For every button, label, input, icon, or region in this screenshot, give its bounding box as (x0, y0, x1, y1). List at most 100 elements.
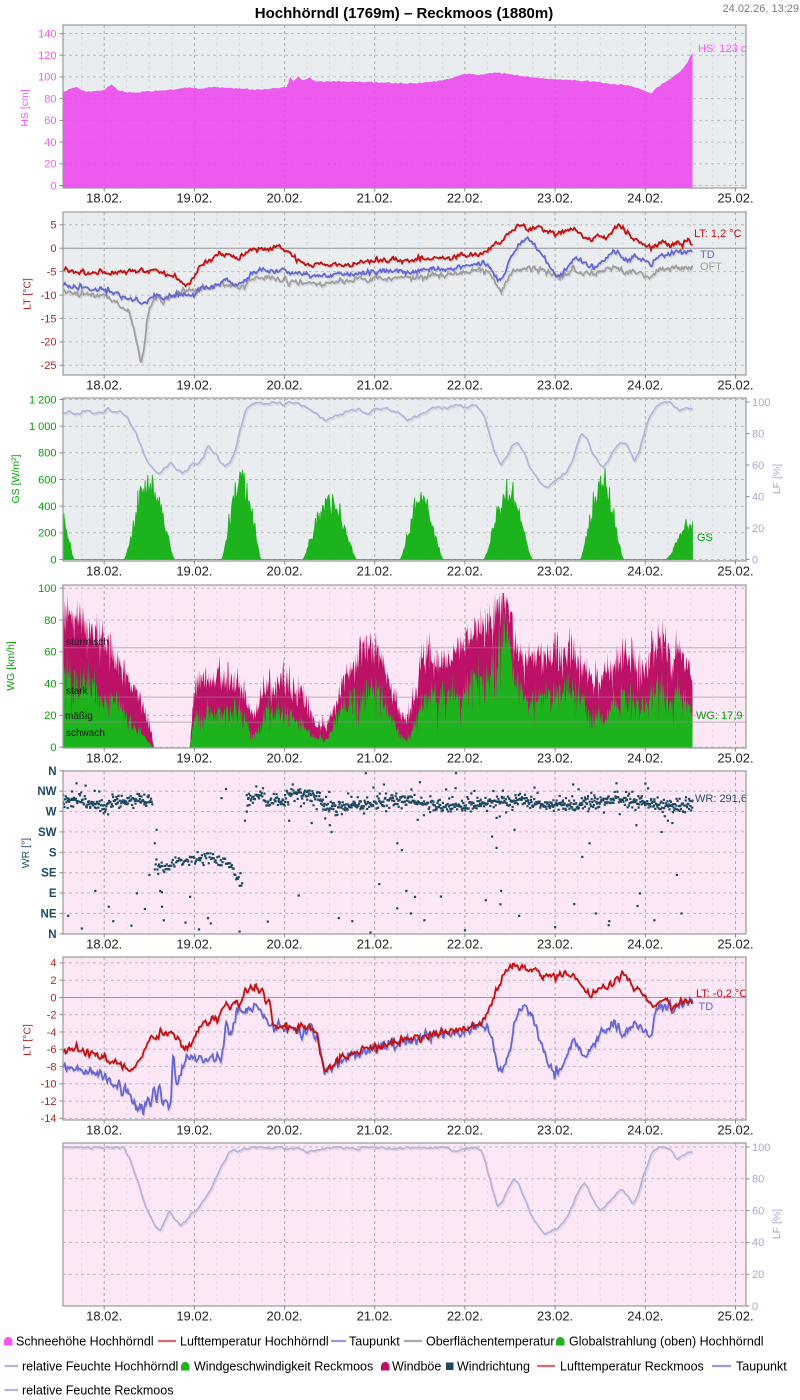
svg-text:0: 0 (752, 554, 758, 566)
svg-text:20.02.: 20.02. (267, 378, 303, 393)
svg-text:0: 0 (50, 180, 56, 192)
svg-text:Taupunkt: Taupunkt (349, 1335, 400, 1349)
svg-text:-4: -4 (47, 1027, 57, 1039)
svg-text:40: 40 (752, 491, 764, 503)
svg-text:23.02.: 23.02. (537, 1309, 573, 1324)
svg-text:25.02.: 25.02. (717, 378, 753, 393)
svg-text:100: 100 (38, 72, 56, 84)
svg-text:60: 60 (44, 115, 56, 127)
svg-text:80: 80 (752, 428, 764, 440)
svg-text:18.02.: 18.02. (86, 937, 122, 952)
svg-text:600: 600 (38, 474, 56, 486)
svg-text:Windböe: Windböe (392, 1360, 441, 1374)
svg-text:-2: -2 (47, 1010, 57, 1022)
svg-text:20: 20 (752, 523, 764, 535)
svg-text:24.02.: 24.02. (627, 564, 663, 579)
svg-text:18.02.: 18.02. (86, 191, 122, 206)
svg-text:20.02.: 20.02. (267, 937, 303, 952)
svg-text:22.02.: 22.02. (447, 1309, 483, 1324)
svg-text:22.02.: 22.02. (447, 378, 483, 393)
svg-text:22.02.: 22.02. (447, 191, 483, 206)
svg-text:21.02.: 21.02. (357, 1123, 393, 1138)
svg-text:SW: SW (38, 827, 57, 839)
svg-text:LT [°C]: LT [°C] (22, 278, 34, 310)
svg-text:22.02.: 22.02. (447, 751, 483, 766)
svg-text:-8: -8 (47, 1061, 57, 1073)
svg-text:18.02.: 18.02. (86, 1123, 122, 1138)
svg-text:NE: NE (41, 908, 57, 920)
svg-text:20.02.: 20.02. (267, 1123, 303, 1138)
svg-text:LT [°C]: LT [°C] (22, 1024, 34, 1056)
svg-text:23.02.: 23.02. (537, 191, 573, 206)
svg-text:TD: TD (700, 249, 715, 261)
svg-text:WR [°]: WR [°] (20, 838, 32, 869)
svg-text:24.02.26, 13:29: 24.02.26, 13:29 (723, 3, 799, 15)
svg-text:Hochhörndl (1769m) – Reckmoos: Hochhörndl (1769m) – Reckmoos (1880m) (255, 5, 553, 22)
svg-text:400: 400 (38, 501, 56, 513)
svg-text:24.02.: 24.02. (627, 378, 663, 393)
svg-text:GS: GS (697, 532, 713, 544)
svg-text:LF [%]: LF [%] (771, 1209, 783, 1239)
svg-text:Windrichtung: Windrichtung (457, 1360, 530, 1374)
svg-text:60: 60 (44, 647, 56, 659)
svg-text:-6: -6 (47, 1044, 57, 1056)
svg-text:HS [cm]: HS [cm] (19, 89, 31, 126)
svg-text:21.02.: 21.02. (357, 937, 393, 952)
svg-text:25.02.: 25.02. (717, 564, 753, 579)
svg-text:21.02.: 21.02. (357, 751, 393, 766)
svg-text:800: 800 (38, 448, 56, 460)
svg-text:40: 40 (44, 137, 56, 149)
svg-text:-10: -10 (41, 1079, 57, 1091)
svg-text:19.02.: 19.02. (176, 1309, 212, 1324)
svg-text:22.02.: 22.02. (447, 937, 483, 952)
svg-text:Globalstrahlung (oben) Hochhör: Globalstrahlung (oben) Hochhörndl (569, 1335, 764, 1349)
svg-text:1 000: 1 000 (29, 421, 57, 433)
svg-text:20: 20 (752, 1269, 764, 1281)
svg-text:N: N (48, 929, 56, 941)
svg-text:80: 80 (752, 1174, 764, 1186)
svg-text:-10: -10 (41, 290, 57, 302)
svg-text:E: E (49, 888, 57, 900)
svg-text:18.02.: 18.02. (86, 378, 122, 393)
svg-text:23.02.: 23.02. (537, 1123, 573, 1138)
svg-text:19.02.: 19.02. (176, 1123, 212, 1138)
svg-text:WR: 291,6: WR: 291,6 (695, 793, 747, 805)
svg-text:Windgeschwindigkeit Reckmoos: Windgeschwindigkeit Reckmoos (194, 1360, 373, 1374)
svg-text:0: 0 (50, 554, 56, 566)
svg-text:TD: TD (699, 1001, 714, 1013)
svg-text:Lufttemperatur Hochhörndl: Lufttemperatur Hochhörndl (180, 1335, 329, 1349)
svg-text:24.02.: 24.02. (627, 937, 663, 952)
svg-text:80: 80 (44, 93, 56, 105)
svg-text:140: 140 (38, 28, 56, 40)
svg-text:stark: stark (66, 686, 89, 697)
svg-text:WG: 17,9 km/h: WG: 17,9 km/h (696, 710, 769, 722)
svg-text:-20: -20 (41, 337, 57, 349)
svg-text:0: 0 (50, 243, 56, 255)
svg-text:120: 120 (38, 50, 56, 62)
svg-text:21.02.: 21.02. (357, 1309, 393, 1324)
svg-text:0: 0 (50, 742, 56, 754)
svg-text:20.02.: 20.02. (267, 564, 303, 579)
svg-text:OFT: OFT (700, 261, 722, 273)
svg-text:25.02.: 25.02. (717, 191, 753, 206)
svg-text:WG [km/h]: WG [km/h] (5, 641, 17, 691)
svg-text:80: 80 (44, 615, 56, 627)
svg-text:23.02.: 23.02. (537, 751, 573, 766)
svg-text:LT: 1,2 °C: LT: 1,2 °C (694, 228, 742, 240)
svg-text:20.02.: 20.02. (267, 751, 303, 766)
svg-text:relative Feuchte Reckmoos: relative Feuchte Reckmoos (22, 1384, 173, 1398)
svg-text:0: 0 (752, 1301, 758, 1313)
svg-text:19.02.: 19.02. (176, 564, 212, 579)
svg-text:25.02.: 25.02. (717, 1123, 753, 1138)
svg-text:100: 100 (752, 1142, 770, 1154)
svg-text:19.02.: 19.02. (176, 378, 212, 393)
svg-text:W: W (46, 807, 57, 819)
svg-text:25.02.: 25.02. (717, 937, 753, 952)
svg-text:-25: -25 (41, 360, 57, 372)
svg-text:24.02.: 24.02. (627, 1123, 663, 1138)
svg-text:18.02.: 18.02. (86, 1309, 122, 1324)
svg-text:23.02.: 23.02. (537, 378, 573, 393)
svg-text:19.02.: 19.02. (176, 937, 212, 952)
svg-text:24.02.: 24.02. (627, 751, 663, 766)
svg-text:40: 40 (44, 678, 56, 690)
